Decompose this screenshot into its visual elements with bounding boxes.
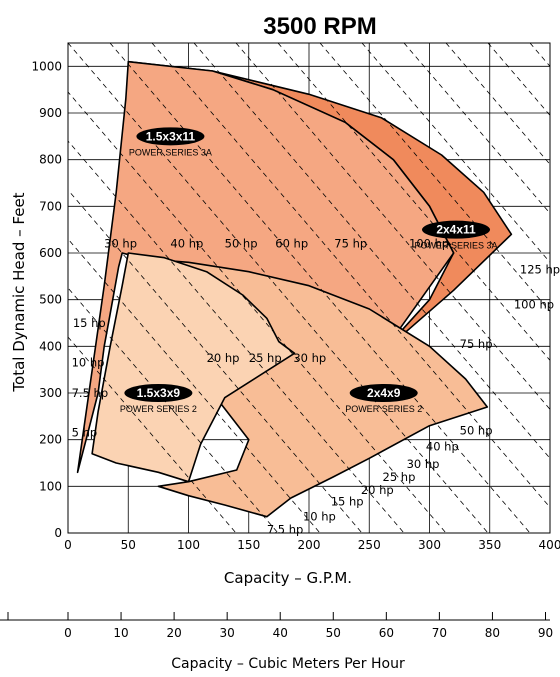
hp-label: 30 hp: [407, 457, 440, 471]
hp-label: 100 hp: [514, 297, 554, 311]
secondary-tick-label: 80: [485, 626, 500, 640]
model-labels: 2x4x11 POWER SERIES 3A 1.5x3x11 POWER SERIE…: [120, 127, 498, 414]
x-axis-label: Capacity – G.P.M.: [224, 569, 352, 587]
hp-label: 75 hp: [460, 337, 493, 351]
hp-label: 30 hp: [293, 351, 326, 365]
series-name: POWER SERIES 2: [120, 404, 197, 414]
hp-label: 50 hp: [225, 237, 258, 251]
y-tick-label: 200: [39, 433, 62, 447]
y-tick-label: 0: [54, 526, 62, 540]
secondary-tick-label: 90: [538, 626, 553, 640]
model-name: 1.5x3x9: [137, 386, 181, 400]
y-tick-label: 400: [39, 339, 62, 353]
hp-label: 40 hp: [170, 237, 203, 251]
region-1.5x3x11: [76, 60, 455, 474]
y-tick-label: 600: [39, 246, 62, 260]
series-name: POWER SERIES 2: [345, 404, 422, 414]
hp-label: 10 hp: [303, 510, 336, 524]
y-tick-labels: 0 100 200 300 400 500 600 700 800 900 1000: [31, 59, 62, 540]
hp-label: 5 hp: [72, 426, 98, 440]
secondary-tick-label: 70: [432, 626, 447, 640]
model-badge: [422, 220, 491, 239]
model-badge: [136, 127, 205, 146]
x-tick-label: 50: [121, 538, 136, 552]
hp-label: 15 hp: [73, 316, 106, 330]
hp-label: 20 hp: [361, 483, 394, 497]
x-tick-labels: 0 50 100 150 200 250 300 350 400: [64, 538, 560, 552]
secondary-x-ticks: 0 10 20 30 40 50 60 70 80 90: [7, 612, 553, 640]
y-tick-label: 700: [39, 199, 62, 213]
hp-label: 100 hp: [409, 237, 449, 251]
secondary-tick-label: 10: [113, 626, 128, 640]
y-axis-label: Total Dynamic Head – Feet: [10, 192, 28, 392]
x-tick-label: 150: [237, 538, 260, 552]
model-name: 2x4x9: [367, 386, 401, 400]
x-tick-label: 200: [298, 538, 321, 552]
y-tick-label: 900: [39, 106, 62, 120]
model-badge: [349, 384, 418, 402]
chart-title: 3500 RPM: [263, 13, 376, 40]
y-tick-label: 300: [39, 386, 62, 400]
model-badge: [124, 384, 193, 402]
hp-dash-line: [487, 43, 550, 116]
secondary-x-axis-label: Capacity – Cubic Meters Per Hour: [171, 656, 405, 672]
y-tick-label: 500: [39, 293, 62, 307]
series-name: POWER SERIES 3A: [129, 147, 212, 157]
plot-frame: [67, 42, 551, 534]
secondary-tick-label: 50: [326, 626, 341, 640]
hp-dash-line: [445, 43, 550, 165]
hp-label: 60 hp: [275, 237, 308, 251]
x-tick-label: 300: [418, 538, 441, 552]
hp-label: 25 hp: [249, 351, 282, 365]
model-name: 2x4x11: [436, 223, 476, 237]
model-regions: [76, 60, 513, 518]
hp-label: 20 hp: [207, 351, 240, 365]
secondary-tick-label: 20: [166, 626, 181, 640]
model-name: 1.5x3x11: [146, 129, 196, 143]
y-tick-label: 1000: [31, 59, 62, 73]
series-name: POWER SERIES 3A: [414, 241, 497, 251]
x-tick-label: 250: [358, 538, 381, 552]
x-tick-label: 100: [177, 538, 200, 552]
hp-label: 10 hp: [72, 356, 105, 370]
hp-dash-line: [529, 43, 550, 67]
hp-label: 40 hp: [426, 440, 459, 454]
hp-label: 25 hp: [383, 470, 416, 484]
x-tick-label: 350: [478, 538, 501, 552]
x-tick-label: 0: [64, 538, 72, 552]
y-tick-label: 100: [39, 479, 62, 493]
secondary-tick-label: 0: [64, 626, 72, 640]
hp-label: 15 hp: [331, 494, 364, 508]
hp-label: 75 hp: [334, 237, 367, 251]
secondary-tick-label: 30: [220, 626, 235, 640]
hp-label: 125 hp: [520, 262, 560, 276]
hp-label: 7.5 hp: [72, 386, 109, 400]
secondary-tick-label: 40: [273, 626, 288, 640]
x-tick-label: 400: [539, 538, 560, 552]
hp-label: 7.5 hp: [267, 522, 304, 536]
hp-label: 30 hp: [104, 237, 137, 251]
y-tick-label: 800: [39, 153, 62, 167]
hp-label: 50 hp: [460, 423, 493, 437]
secondary-tick-label: 60: [379, 626, 394, 640]
region-1.5x3x9: [91, 252, 296, 483]
